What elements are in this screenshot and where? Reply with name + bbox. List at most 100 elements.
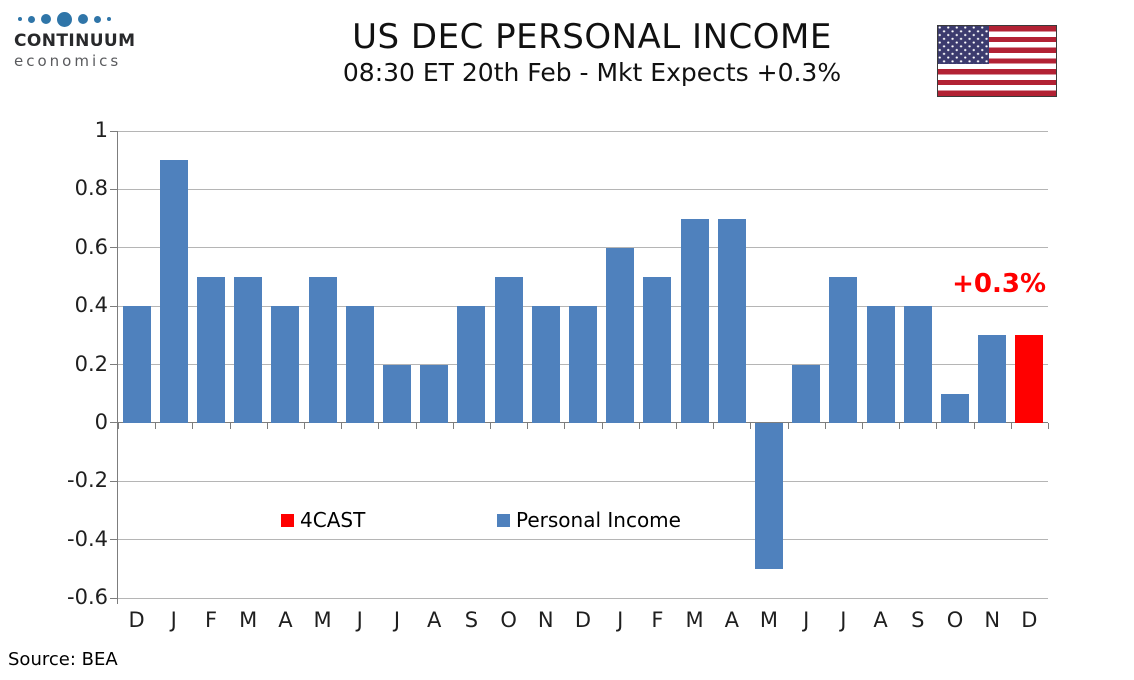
bar-personal-income-j-19	[829, 276, 858, 423]
y-axis-tick	[110, 247, 118, 249]
x-axis-tick	[564, 422, 566, 429]
x-axis-tick	[787, 422, 789, 429]
bar-personal-income-a-20	[866, 306, 895, 423]
logo-dot	[57, 11, 72, 27]
x-axis-label: S	[464, 608, 479, 632]
x-axis-tick	[1010, 422, 1012, 429]
bar-personal-income-s-9	[457, 306, 486, 423]
x-axis-tick	[155, 422, 157, 429]
x-axis-label: S	[911, 608, 925, 632]
y-axis-label: 0.8	[74, 176, 108, 201]
x-axis-label: J	[803, 608, 810, 632]
x-axis-label: A	[724, 608, 739, 632]
bar-personal-income-j-13	[606, 247, 635, 423]
x-axis-tick	[713, 422, 715, 429]
gridline	[118, 188, 1048, 190]
us-flag-canton	[938, 26, 989, 64]
x-axis-tick	[936, 422, 938, 429]
source-note: Source: BEA	[8, 649, 118, 670]
y-axis-tick	[110, 422, 118, 424]
x-axis-label: N	[984, 608, 1001, 632]
x-axis-tick	[638, 422, 640, 429]
x-axis-tick	[973, 422, 975, 429]
gridline	[118, 130, 1048, 132]
x-axis-label: F	[651, 608, 664, 632]
x-axis-label: J	[840, 608, 847, 632]
x-axis-tick	[378, 422, 380, 429]
x-axis-tick	[341, 422, 343, 429]
bar-personal-income-o-10	[494, 276, 523, 423]
x-axis-tick	[415, 422, 417, 429]
x-axis-tick	[527, 422, 529, 429]
legend-label: 4CAST	[300, 508, 366, 532]
x-axis-label: D	[128, 608, 145, 632]
y-axis-tick	[110, 539, 118, 541]
x-axis-tick	[899, 422, 901, 429]
x-axis-tick	[192, 422, 194, 429]
logo-dot	[28, 15, 35, 23]
title-block: US DEC PERSONAL INCOME 08:30 ET 20th Feb…	[140, 18, 1044, 88]
y-axis-tick	[110, 597, 118, 599]
logo-dot	[78, 14, 88, 24]
y-axis-label: 0.4	[74, 293, 108, 318]
y-axis-tick	[110, 480, 118, 482]
x-axis-tick	[824, 422, 826, 429]
x-axis-label: D	[1021, 608, 1038, 632]
x-axis-tick	[601, 422, 603, 429]
x-axis-label: F	[204, 608, 218, 632]
page-subtitle: 08:30 ET 20th Feb - Mkt Expects +0.3%	[342, 58, 842, 87]
x-axis-zero-line	[118, 422, 1048, 424]
y-axis-label: -0.6	[67, 585, 108, 609]
x-axis-tick	[862, 422, 863, 429]
logo-tagline: economics	[14, 52, 122, 70]
gridline	[118, 480, 1048, 482]
y-axis-line	[117, 131, 118, 604]
bar-personal-income-j-6	[345, 306, 374, 423]
x-axis-label: J	[170, 608, 177, 632]
legend-item-4cast: 4CAST	[281, 508, 365, 532]
legend-label: Personal Income	[516, 508, 681, 532]
bar-personal-income-d-0	[122, 306, 151, 423]
x-axis-tick	[304, 422, 305, 429]
bar-personal-income-m-15	[680, 218, 709, 423]
bar-personal-income-j-1	[159, 160, 188, 423]
y-axis-tick	[110, 130, 118, 132]
x-axis-label: O	[946, 608, 964, 632]
logo-dot	[18, 17, 22, 21]
x-axis-label: O	[500, 608, 517, 632]
y-axis-label: 0.2	[74, 351, 108, 376]
x-axis-tick	[266, 422, 268, 429]
logo-dot	[41, 14, 51, 24]
logo-dot	[107, 17, 111, 21]
bar-personal-income-o-22	[941, 393, 969, 423]
x-axis-tick	[452, 422, 454, 429]
x-axis-label: A	[427, 608, 442, 632]
logo-name: CONTINUUM	[14, 31, 136, 51]
forecast-annotation: +0.3%	[952, 269, 1046, 299]
x-axis-label: M	[685, 608, 704, 632]
x-axis-label: D	[574, 608, 592, 632]
bar-personal-income-d-12	[569, 306, 597, 423]
y-axis-label: -0.2	[67, 468, 108, 493]
logo-dots-icon	[18, 10, 134, 28]
x-axis-label: A	[873, 608, 888, 632]
x-axis-label: N	[537, 608, 554, 632]
x-axis-tick	[1048, 422, 1049, 429]
bar-personal-income-m-5	[308, 276, 337, 423]
bar-personal-income-f-14	[643, 276, 672, 423]
bar-personal-income-f-2	[197, 276, 225, 423]
x-axis-label: M	[759, 608, 779, 632]
y-axis-label: 1	[94, 118, 108, 142]
continuum-economics-logo: CONTINUUM economics	[14, 10, 136, 70]
x-axis-label: M	[313, 608, 332, 632]
bar-4cast-d-24	[1015, 335, 1044, 423]
gridline	[118, 247, 1048, 249]
bar-personal-income-a-8	[420, 364, 449, 423]
legend-swatch-icon	[497, 513, 510, 527]
x-axis-label: J	[356, 608, 363, 632]
x-axis-tick	[229, 422, 231, 429]
bar-personal-income-s-21	[903, 306, 932, 423]
x-axis-tick	[676, 422, 677, 429]
